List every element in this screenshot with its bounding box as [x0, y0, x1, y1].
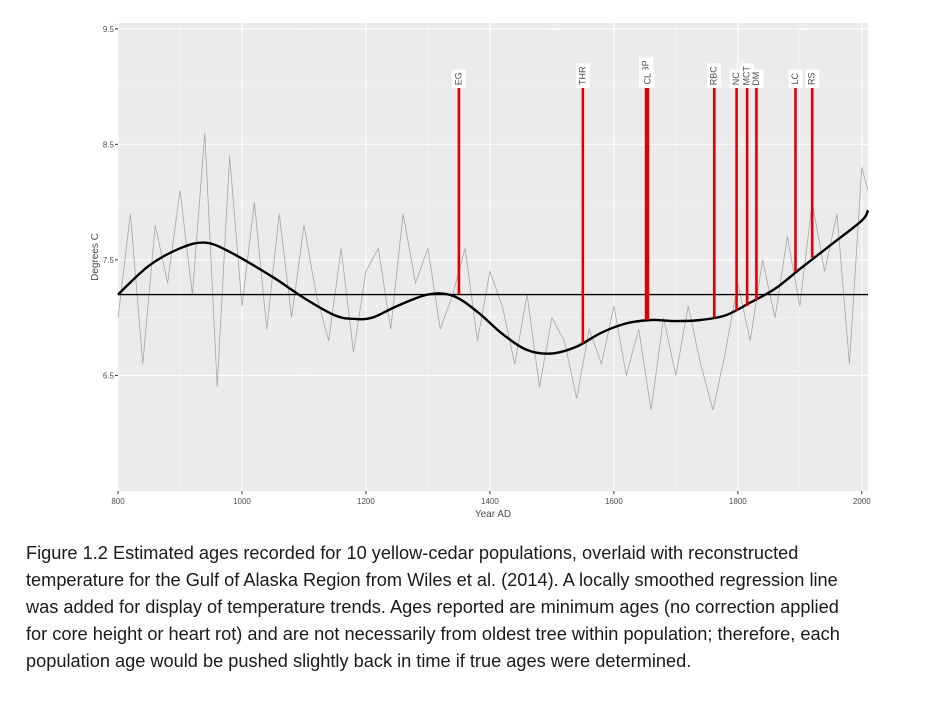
population-label-rbc: RBC: [709, 66, 719, 86]
y-axis-title: Degrees C: [90, 233, 101, 281]
temperature-chart: EGTHRBCBPCLRBCNCMCTDMLCRS 80010001200140…: [90, 23, 871, 520]
population-label-rs: RS: [807, 73, 817, 86]
population-label-mct: MCT: [741, 65, 751, 85]
y-tick-label: 8.5: [103, 140, 115, 149]
raw-temperature-line: [117, 132, 869, 411]
x-tick-label: 1800: [729, 497, 747, 506]
population-label-box: [788, 69, 803, 88]
population-label-box: [805, 69, 820, 88]
raw-temperature-series: [117, 132, 869, 411]
smoothed-trend-line: [117, 209, 870, 355]
population-label-box: [749, 69, 764, 88]
population-label-dm: DM: [751, 72, 761, 86]
caption-line-3: was added for display of temperature tre…: [26, 597, 839, 617]
x-tick-label: 1200: [357, 497, 375, 506]
x-tick-label: 1400: [481, 497, 499, 506]
y-tick-label: 9.5: [103, 25, 115, 34]
population-label-lc: LC: [790, 73, 800, 85]
smoothed-regression-line: [117, 209, 870, 355]
population-label-cl: CL: [642, 73, 652, 85]
population-label-nc: NC: [731, 72, 741, 85]
figure-caption: Figure 1.2 Estimated ages recorded for 1…: [26, 540, 921, 675]
caption-line-1: Figure 1.2 Estimated ages recorded for 1…: [26, 543, 799, 563]
y-tick-label: 7.5: [103, 256, 115, 265]
population-label-box: [707, 63, 722, 88]
population-label-box: [451, 69, 466, 88]
x-tick-label: 800: [111, 497, 125, 506]
caption-line-5: population age would be pushed slightly …: [26, 651, 692, 671]
population-label-thr: THR: [577, 66, 587, 85]
population-label-box: [640, 69, 655, 88]
y-axis-ticks: 6.5 7.5 8.5 9.5: [103, 25, 118, 380]
plot-panel: [118, 23, 868, 491]
x-axis-title: Year AD: [475, 509, 511, 520]
caption-line-2: temperature for the Gulf of Alaska Regio…: [26, 570, 838, 590]
caption-line-4: for core height or heart rot) and are no…: [26, 624, 840, 644]
x-tick-label: 2000: [853, 497, 871, 506]
population-label-box: [575, 63, 590, 88]
x-tick-label: 1600: [605, 497, 623, 506]
population-label-box: [729, 69, 744, 88]
y-tick-label: 6.5: [103, 371, 115, 380]
x-tick-label: 1000: [233, 497, 251, 506]
population-label-eg: EG: [453, 72, 463, 85]
population-markers: EGTHRBCBPCLRBCNCMCTDMLCRS: [451, 57, 820, 344]
x-axis-ticks: 800 1000 1200 1400 1600 1800 2000: [111, 491, 871, 506]
